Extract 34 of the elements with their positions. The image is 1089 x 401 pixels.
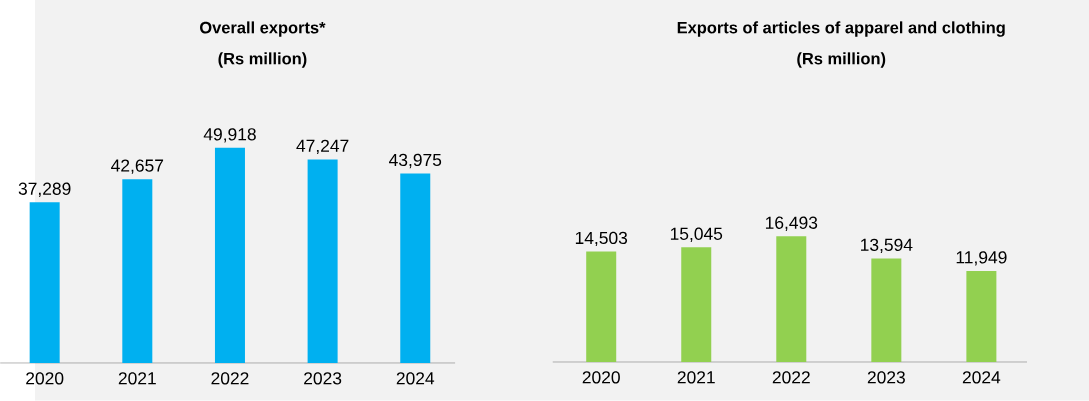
data-label: 14,503: [575, 231, 628, 247]
bar: [966, 271, 997, 363]
x-tick-label: 2024: [962, 371, 1001, 384]
x-tick-label: 2023: [867, 371, 905, 384]
bar: [586, 251, 617, 363]
data-label: 47,247: [296, 139, 349, 155]
x-tick-label: 2020: [26, 372, 64, 385]
x-tick-label: 2021: [677, 371, 715, 384]
x-tick-label: 2021: [118, 372, 156, 385]
x-tick-label: 2022: [772, 371, 810, 384]
data-label: 43,975: [389, 153, 442, 169]
bar: [681, 247, 712, 363]
bar: [400, 173, 431, 364]
x-tick-label: 2023: [304, 372, 342, 385]
data-label: 15,045: [670, 227, 723, 243]
bar: [307, 159, 338, 364]
bar: [871, 258, 902, 363]
data-label: 11,949: [956, 251, 1007, 266]
chart-subtitle: (Rs million): [797, 52, 886, 68]
bar: [122, 179, 153, 364]
data-label: 16,493: [765, 216, 818, 232]
x-tick-label: 2024: [396, 372, 435, 385]
data-label: 42,657: [111, 159, 164, 174]
data-label: 37,289: [18, 182, 71, 198]
bar: [214, 148, 245, 364]
chart-subtitle: (Rs million): [218, 52, 307, 68]
chart-title: Exports of articles of apparel and clothing: [677, 21, 1005, 37]
data-label: 13,594: [861, 238, 913, 254]
chart-title: Overall exports*: [200, 21, 326, 37]
bar: [776, 236, 807, 363]
bar: [29, 202, 60, 364]
x-tick-label: 2020: [582, 371, 620, 384]
x-tick-label: 2022: [211, 372, 249, 385]
data-label: 49,918: [203, 128, 256, 143]
